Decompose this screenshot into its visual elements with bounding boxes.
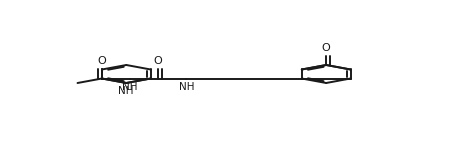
Text: NH: NH <box>117 86 133 96</box>
Text: O: O <box>322 43 330 53</box>
Text: NH: NH <box>122 82 138 92</box>
Text: O: O <box>154 56 163 66</box>
Text: O: O <box>97 56 106 66</box>
Text: NH: NH <box>179 82 194 92</box>
